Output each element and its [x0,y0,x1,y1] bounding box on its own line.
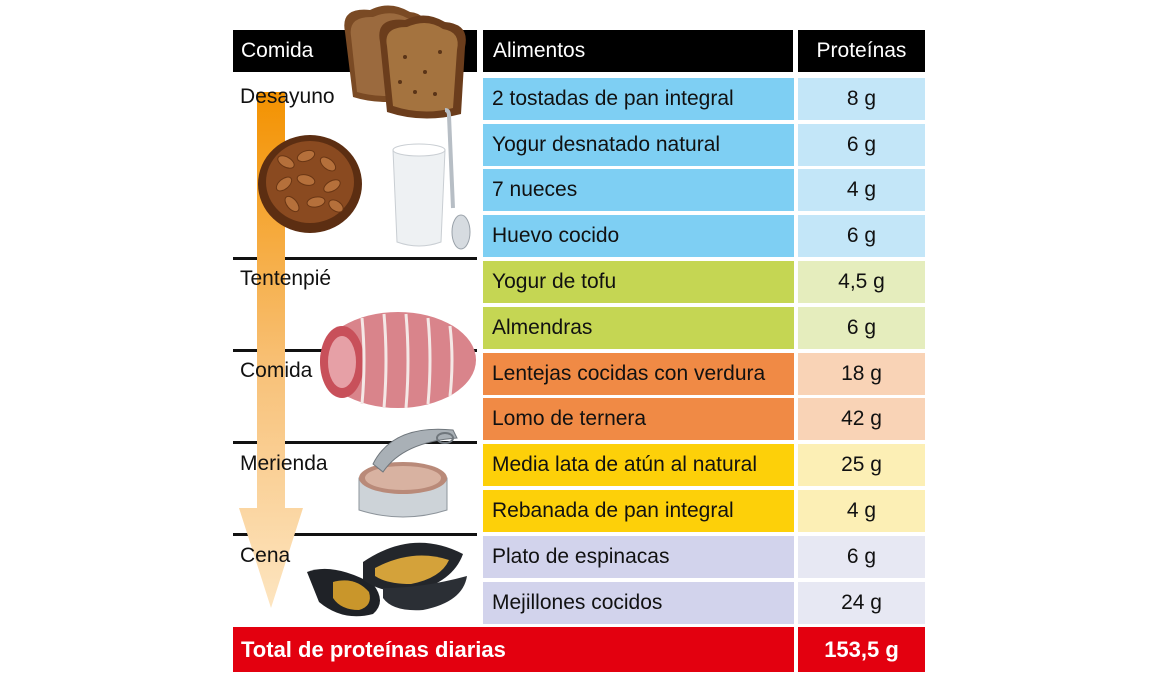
meal-label-merienda: Merienda [240,452,328,475]
mussels-illustration-icon [307,542,467,617]
protein-cell: 4,5 g [798,261,925,303]
protein-cell: 6 g [798,215,925,257]
meal-label-comida: Comida [240,359,313,382]
timeline-arrow-icon [239,92,303,608]
protein-column-header: Proteínas [798,30,925,72]
protein-cell: 18 g [798,353,925,395]
meal-label-tentenpie: Tentenpié [240,267,332,290]
protein-cell: 6 g [798,124,925,166]
protein-cell: 8 g [798,78,925,120]
food-cell: 2 tostadas de pan integral [483,78,794,120]
food-cell: Mejillones cocidos [483,582,794,624]
protein-cell: 42 g [798,398,925,440]
protein-cell: 6 g [798,536,925,578]
meal-divider-tentenpie [233,257,477,260]
food-cell: Lentejas cocidas con verdura [483,353,794,395]
food-cell: Plato de espinacas [483,536,794,578]
food-cell: Media lata de atún al natural [483,444,794,486]
bread-illustration-icon [344,5,466,119]
yogurt-illustration-icon [392,108,471,250]
food-cell: 7 nueces [483,169,794,211]
food-cell: Rebanada de pan integral [483,490,794,532]
food-cell: Huevo cocido [483,215,794,257]
protein-cell: 4 g [798,169,925,211]
tuna-can-illustration-icon [358,428,458,518]
food-cell: Yogur de tofu [483,261,794,303]
protein-cell: 24 g [798,582,925,624]
protein-cell: 4 g [798,490,925,532]
food-cell: Lomo de ternera [483,398,794,440]
protein-cell: 25 g [798,444,925,486]
beef-roast-illustration-icon [320,312,476,409]
protein-cell: 6 g [798,307,925,349]
meal-divider-cena [233,533,477,536]
food-cell: Almendras [483,307,794,349]
total-label: Total de proteínas diarias [233,627,794,672]
meal-label-desayuno: Desayuno [240,85,335,108]
meal-label-cena: Cena [240,544,291,567]
almonds-bowl-illustration-icon [258,135,362,233]
total-value: 153,5 g [798,627,925,672]
food-cell: Yogur desnatado natural [483,124,794,166]
foods-column-header: Alimentos [483,30,793,72]
meal-divider-merienda [233,441,477,444]
